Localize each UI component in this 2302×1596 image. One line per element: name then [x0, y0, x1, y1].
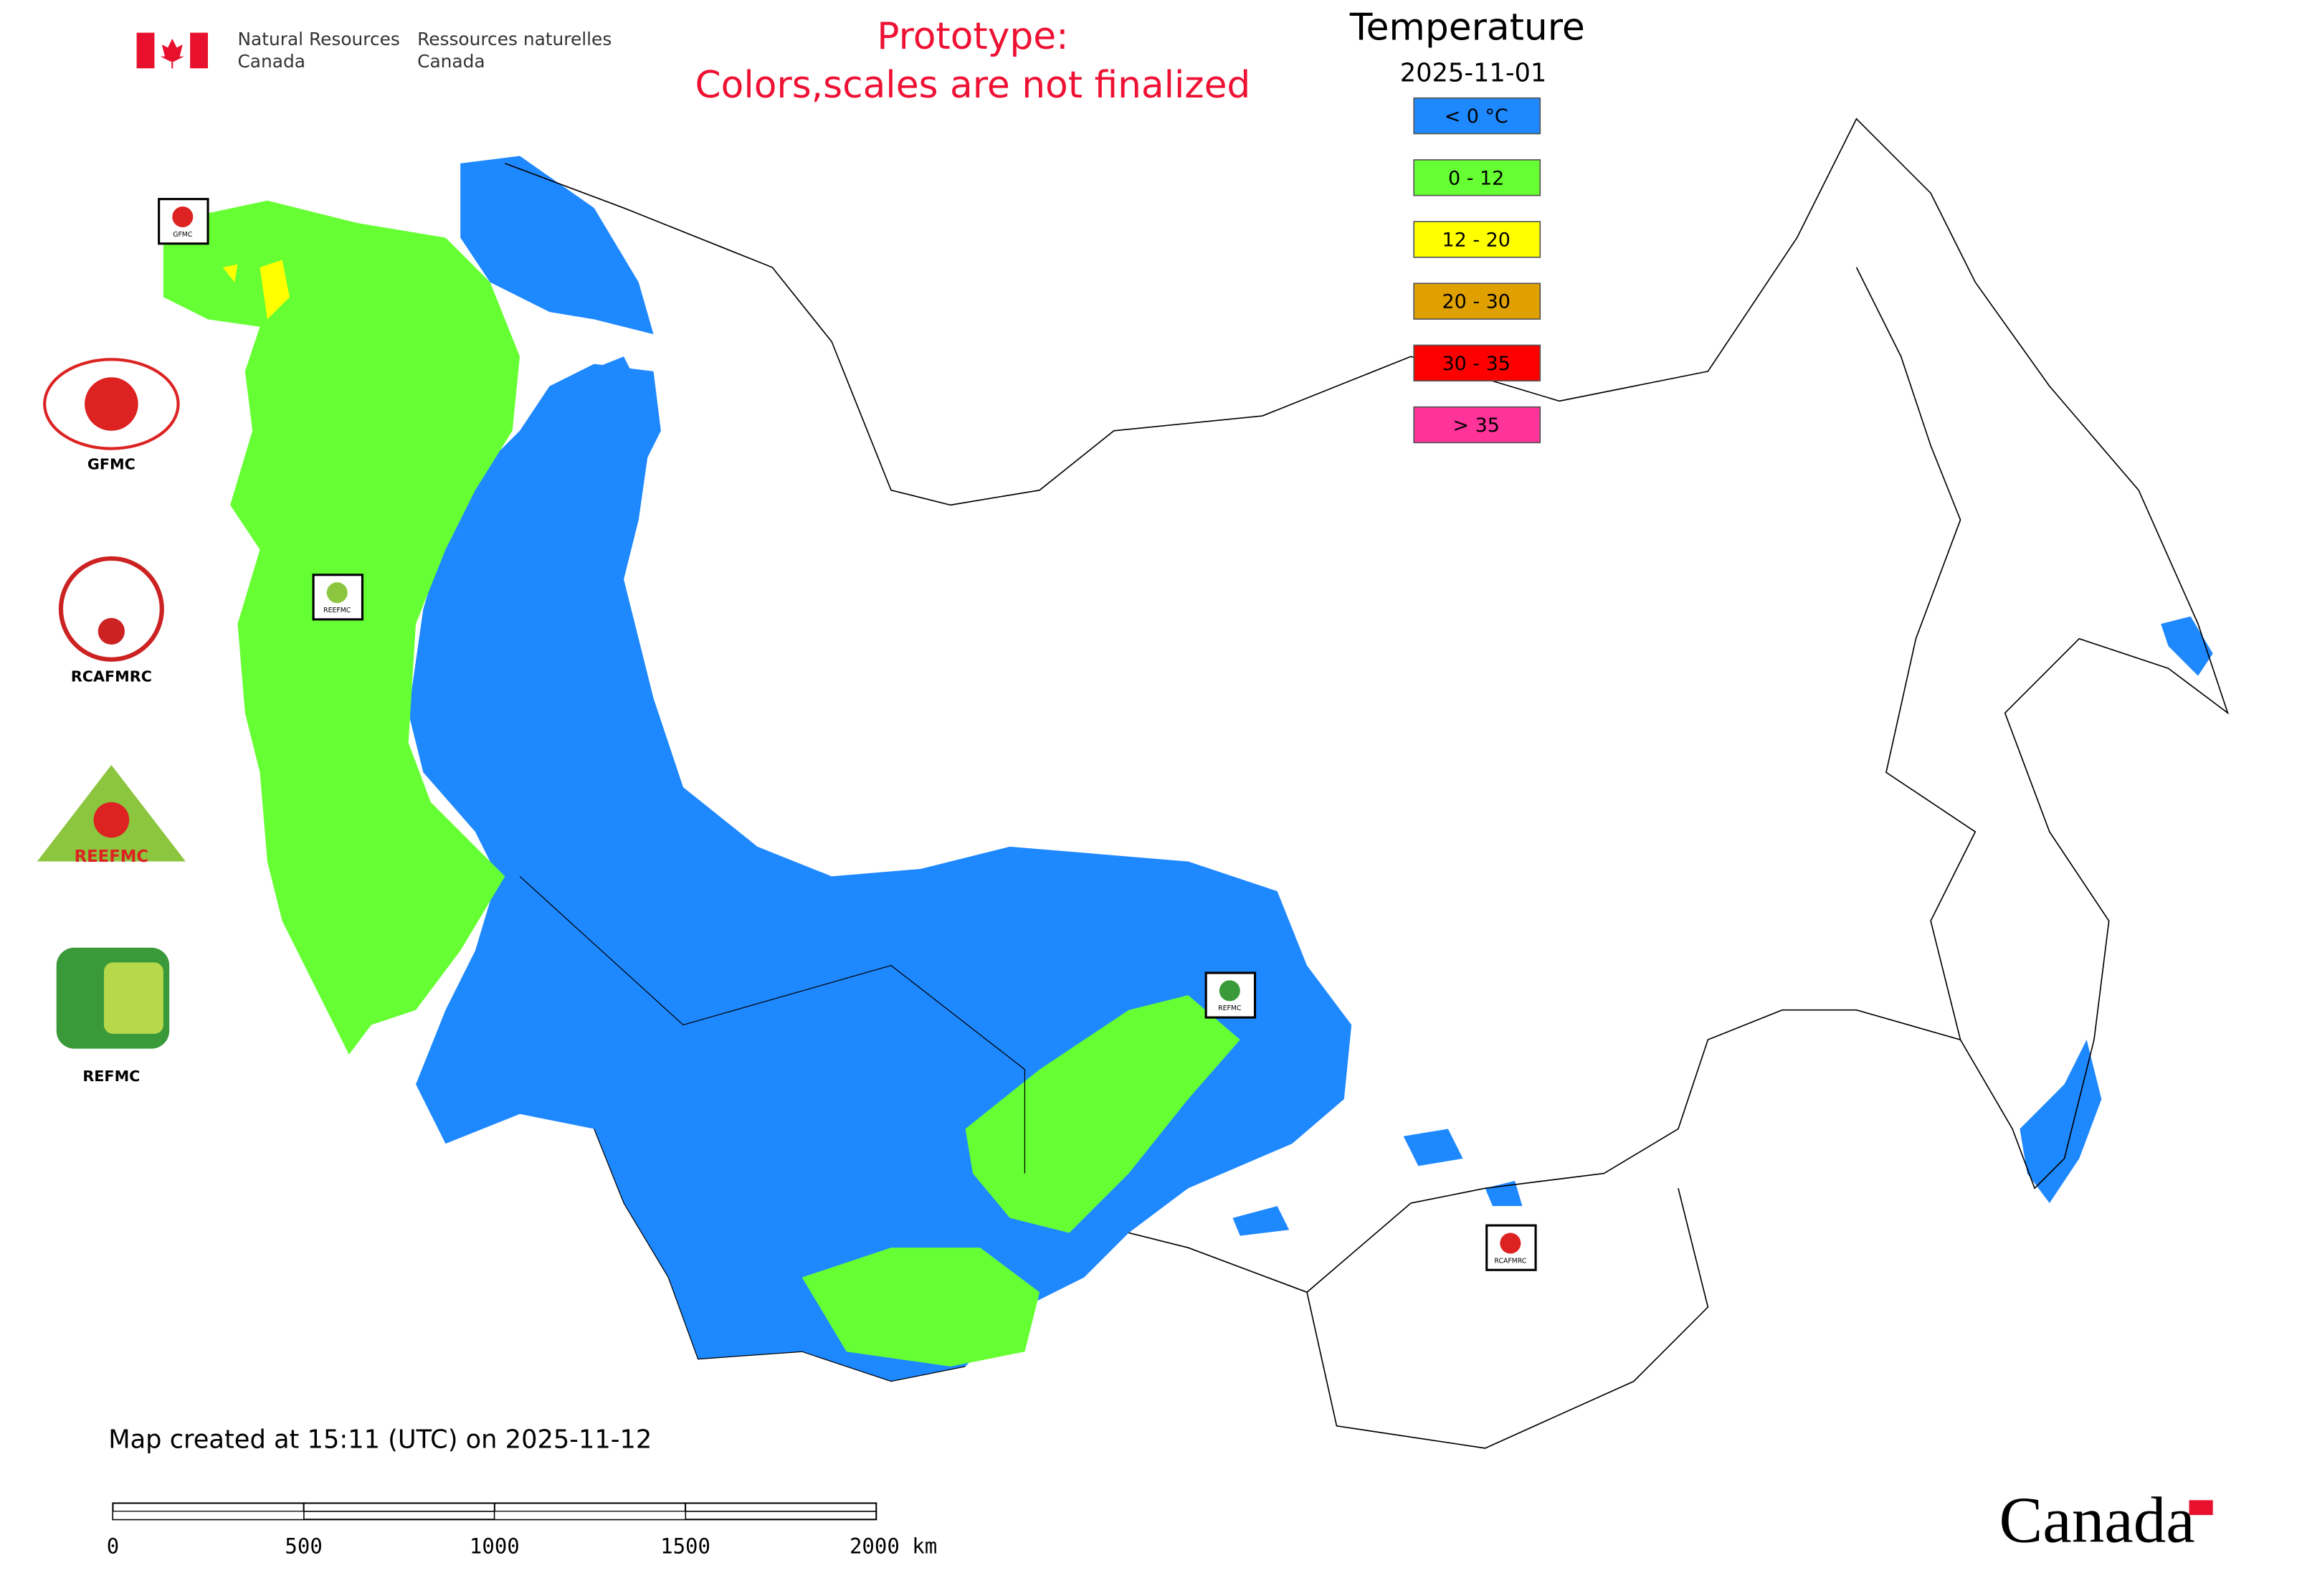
- legend-swatch: [1413, 97, 1541, 135]
- maple-leaf: [160, 38, 184, 69]
- logo-label: RCAFMRC: [71, 668, 152, 685]
- reefmc-logo: [93, 802, 130, 838]
- gfmc-logo: [85, 377, 138, 431]
- scale-label: 1000: [470, 1534, 520, 1559]
- wordmark-flag: [2189, 1500, 2213, 1516]
- logo-label: GFMC: [87, 455, 135, 472]
- created-note: Map created at 15:11 (UTC) on 2025-11-12: [108, 1425, 652, 1454]
- legend-label: 12 - 20: [1442, 229, 1511, 252]
- map-markers: GFMC REEFMC REFMC RCAFMRC: [158, 198, 1537, 1271]
- flag-band: [136, 32, 155, 69]
- scale-segment: [494, 1511, 686, 1520]
- temp-region: [222, 260, 290, 320]
- legend-swatch: [1413, 344, 1541, 382]
- header: Natural Resources Canada Ressources natu…: [136, 15, 1251, 107]
- scale-label: 0: [107, 1534, 119, 1559]
- temp-region: [1232, 1129, 1523, 1236]
- marker-label: GFMC: [173, 231, 192, 239]
- logo-label: REEFMC: [75, 847, 149, 866]
- marker-icon: [1500, 1232, 1521, 1254]
- legend-date: 2025-11-01: [1400, 59, 1547, 88]
- marker-icon: [1219, 980, 1240, 1002]
- rcafmrc-logo: [58, 556, 164, 662]
- marker-label: REFMC: [1218, 1004, 1241, 1012]
- notice: Prototype:: [877, 15, 1068, 58]
- temp-region: [802, 1248, 1040, 1367]
- temp-region: [163, 200, 520, 1055]
- scale-label: 2000 km: [850, 1534, 937, 1559]
- wordmark: Canada: [1999, 1484, 2194, 1557]
- temp-region: [549, 364, 661, 475]
- temp-region: [2020, 1040, 2102, 1204]
- marker-box: [1485, 1224, 1537, 1271]
- boundary: [519, 875, 1026, 1382]
- map-area: [163, 118, 2230, 1449]
- marker-icon: [172, 206, 194, 227]
- scale-label: 1500: [660, 1534, 710, 1559]
- notice: Colors,scales are not finalized: [695, 64, 1251, 107]
- boundary: [505, 118, 2230, 1449]
- temp-region: [965, 995, 1240, 1233]
- marker-label: REEFMC: [323, 607, 351, 614]
- legend-label: > 35: [1452, 414, 1499, 437]
- logo-label: REFMC: [82, 1068, 140, 1085]
- agency-en: Canada: [237, 51, 305, 72]
- legend-swatch: [1413, 282, 1541, 320]
- marker-label: RCAFMRC: [1494, 1257, 1526, 1265]
- flag-band: [190, 32, 209, 69]
- temp-region: [460, 156, 654, 335]
- scale-label: 500: [285, 1534, 322, 1559]
- temp-region: [2161, 616, 2213, 676]
- agency-en: Natural Resources: [237, 29, 399, 49]
- footer: Map created at 15:11 (UTC) on 2025-11-12…: [107, 1425, 2213, 1559]
- legend-label: 0 - 12: [1448, 167, 1504, 189]
- legend-label: < 0 °C: [1445, 105, 1508, 128]
- refmc-logo: [104, 962, 163, 1034]
- legend-swatch: [1413, 406, 1541, 444]
- rcafmrc-logo: [97, 617, 125, 645]
- scale-segment: [112, 1511, 305, 1520]
- legend-title: Temperature: [1349, 6, 1585, 49]
- legend-swatch: [1413, 221, 1541, 258]
- gfmc-logo: [43, 358, 180, 450]
- legend-swatch: [1413, 159, 1541, 196]
- agency-fr: Ressources naturelles: [417, 29, 612, 49]
- temp-region: [408, 356, 1352, 1382]
- legend-label: 20 - 30: [1442, 291, 1511, 313]
- legend: Temperature 2025-11-01 < 0 °C 0 - 12 12 - …: [1349, 6, 1585, 444]
- logos: GFMC RCAFMRC REEFMC REFMC: [37, 358, 186, 1085]
- agency-fr: Canada: [417, 51, 485, 72]
- legend-label: 30 - 35: [1442, 353, 1511, 375]
- marker-icon: [326, 582, 348, 604]
